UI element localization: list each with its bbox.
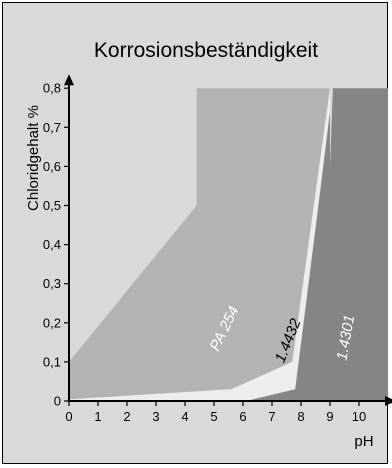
chart-title: Korrosionsbeständigkeit xyxy=(94,39,318,62)
y-tick-label: 0,3 xyxy=(43,276,61,291)
y-tick-label: 0,4 xyxy=(43,237,61,252)
x-tick-label: 9 xyxy=(326,409,333,424)
y-tick-label: 0,6 xyxy=(43,159,61,174)
y-tick-label: 0 xyxy=(54,394,61,409)
x-tick-label: 0 xyxy=(65,409,72,424)
x-tick-label: 6 xyxy=(239,409,246,424)
y-axis-label: Chloridgehalt % xyxy=(25,105,42,211)
x-tick-label: 4 xyxy=(181,409,188,424)
region-pa-254 xyxy=(69,88,330,400)
x-tick-label: 1 xyxy=(94,409,101,424)
y-tick-label: 0,5 xyxy=(43,198,61,213)
y-tick-label: 0,2 xyxy=(43,315,61,330)
x-tick-label: 2 xyxy=(123,409,130,424)
x-tick-label: 3 xyxy=(152,409,159,424)
x-axis-label: pH xyxy=(354,433,373,450)
y-tick-label: 0,1 xyxy=(43,354,61,369)
y-tick-label: 0,7 xyxy=(43,120,61,135)
region-1-4301 xyxy=(245,88,388,401)
axes-layer: 0 1 2 3 4 5 6 7 8 9 10 0 0,1 0,2 0,3 0,4 0,5 0,6 0,7 0,8 xyxy=(43,74,392,424)
x-tick-label: 8 xyxy=(297,409,304,424)
x-tick-label: 5 xyxy=(210,409,217,424)
y-axis-arrow xyxy=(64,74,74,86)
y-tick-label: 0,8 xyxy=(43,81,61,96)
x-axis-arrow xyxy=(385,396,392,406)
x-tick-label: 7 xyxy=(268,409,275,424)
x-tick-label: 10 xyxy=(352,409,366,424)
regions-layer xyxy=(69,88,388,401)
